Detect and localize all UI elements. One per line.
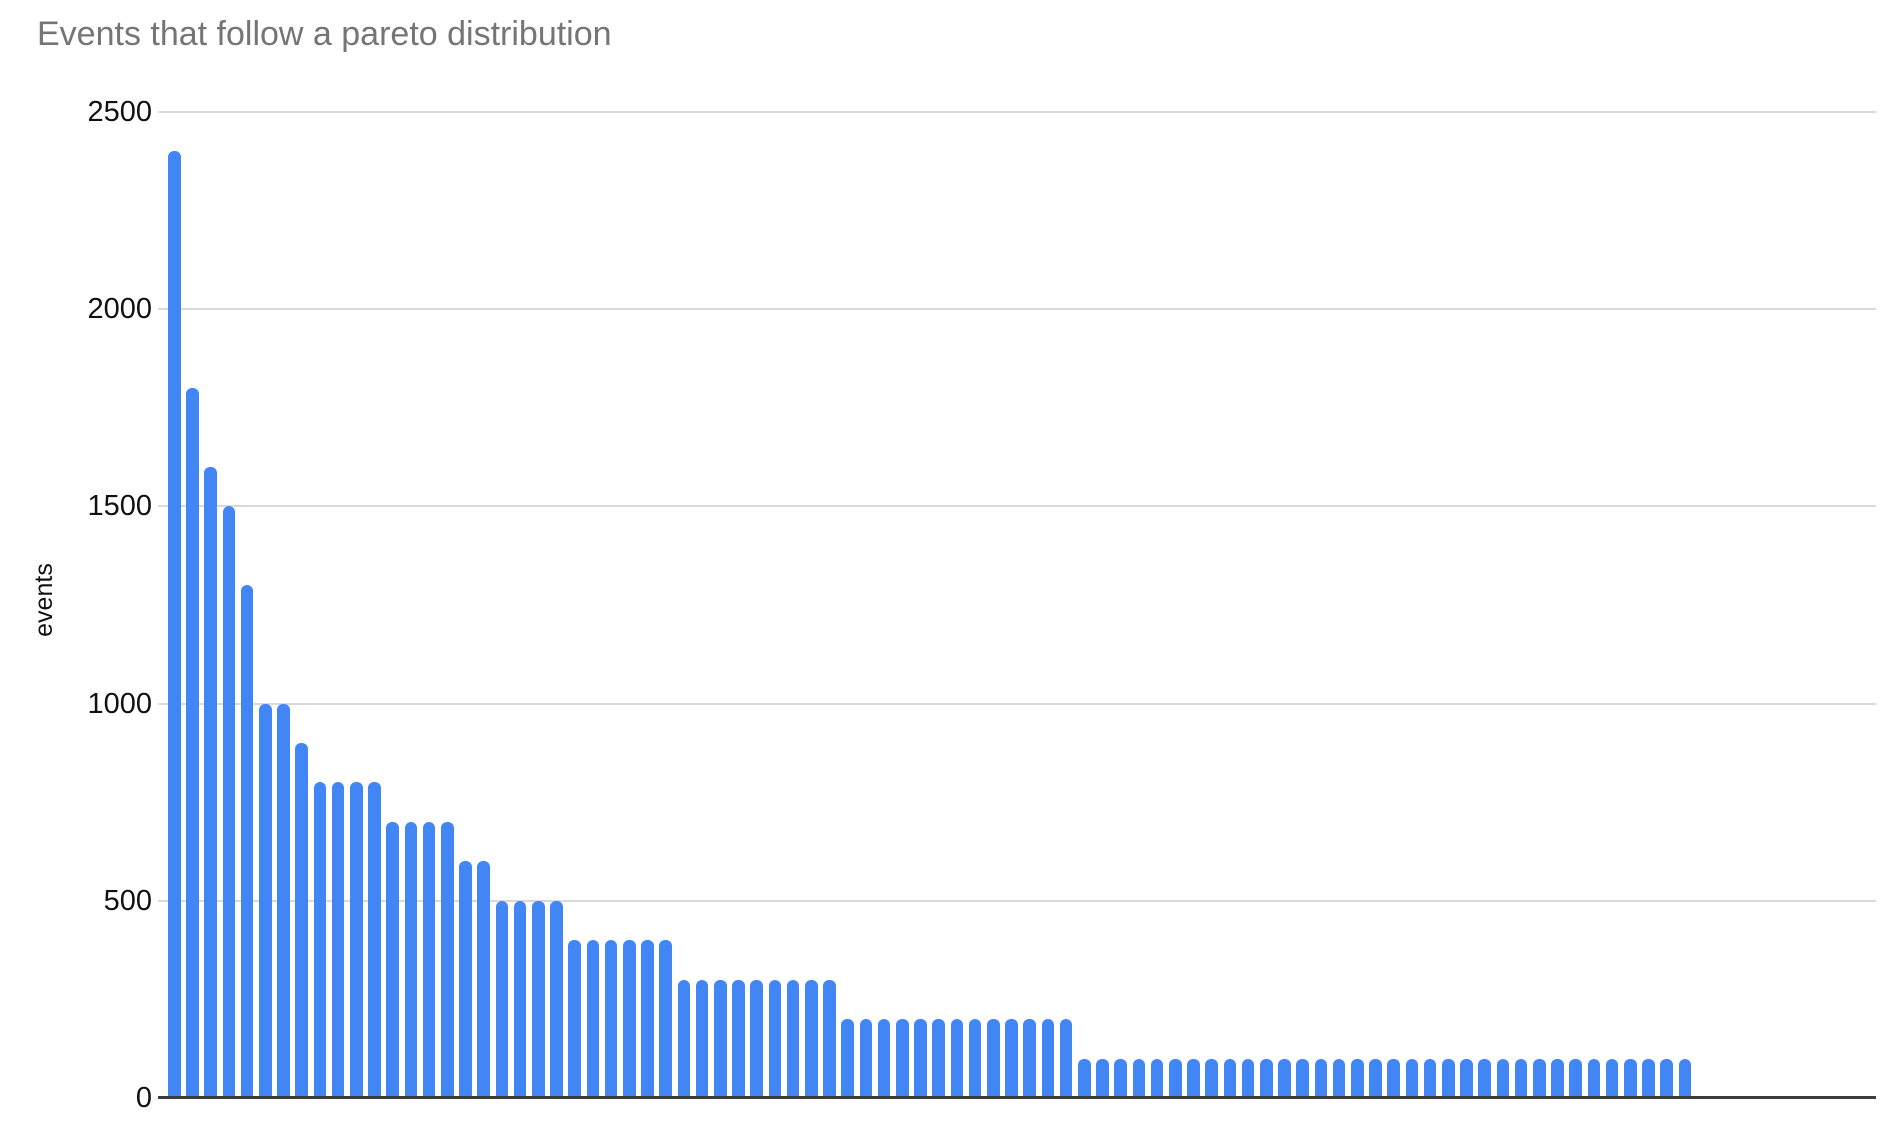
bar[interactable] (532, 900, 545, 1098)
bar[interactable] (1132, 1058, 1146, 1098)
gridline (158, 505, 1876, 508)
bar[interactable] (441, 821, 454, 1098)
bar[interactable] (313, 782, 327, 1098)
y-tick-label: 0 (135, 1082, 152, 1114)
bar[interactable] (568, 940, 581, 1098)
bar[interactable] (259, 703, 272, 1098)
bar[interactable] (1478, 1058, 1491, 1098)
bar[interactable] (1023, 1019, 1036, 1098)
bar[interactable] (786, 979, 800, 1098)
bar[interactable] (168, 151, 181, 1098)
bar[interactable] (768, 979, 782, 1098)
bar[interactable] (513, 900, 527, 1098)
bar[interactable] (1369, 1058, 1382, 1098)
bar[interactable] (1114, 1058, 1127, 1098)
bar[interactable] (368, 782, 381, 1098)
bar[interactable] (1150, 1058, 1164, 1098)
bar[interactable] (459, 861, 472, 1098)
bar[interactable] (859, 1019, 873, 1098)
bar[interactable] (477, 861, 490, 1098)
bar[interactable] (1078, 1058, 1091, 1098)
bar[interactable] (1205, 1058, 1218, 1098)
bar[interactable] (1096, 1058, 1109, 1098)
gridline (158, 899, 1876, 902)
bar[interactable] (1442, 1058, 1455, 1098)
bar[interactable] (350, 782, 363, 1098)
bar[interactable] (1642, 1058, 1655, 1098)
bar[interactable] (732, 979, 745, 1098)
gridline (158, 702, 1876, 705)
bar[interactable] (550, 900, 563, 1098)
bar[interactable] (1005, 1019, 1018, 1098)
gridline (158, 308, 1876, 311)
y-tick-label: 1500 (87, 490, 152, 523)
y-tick-label: 500 (103, 884, 152, 917)
bar[interactable] (586, 940, 600, 1098)
bar[interactable] (1405, 1058, 1419, 1098)
bar[interactable] (495, 900, 509, 1098)
y-tick-label: 2500 (87, 96, 152, 128)
bar[interactable] (1605, 1058, 1619, 1098)
bar[interactable] (823, 979, 836, 1098)
bar[interactable] (1569, 1058, 1582, 1098)
bar[interactable] (1387, 1058, 1400, 1098)
bar[interactable] (204, 466, 217, 1098)
bar[interactable] (422, 821, 436, 1098)
bar[interactable] (1514, 1058, 1528, 1098)
bar[interactable] (1041, 1019, 1055, 1098)
bar[interactable] (841, 1019, 854, 1098)
bar[interactable] (1332, 1058, 1346, 1098)
bar[interactable] (805, 979, 818, 1098)
bar[interactable] (1241, 1058, 1255, 1098)
x-axis-line (158, 1096, 1876, 1099)
bar[interactable] (1223, 1058, 1237, 1098)
bar[interactable] (968, 1019, 982, 1098)
bar[interactable] (222, 506, 236, 1098)
y-tick-label: 1000 (87, 687, 152, 720)
bar[interactable] (186, 388, 199, 1098)
bar[interactable] (1423, 1058, 1437, 1098)
bar[interactable] (1278, 1058, 1291, 1098)
bar[interactable] (896, 1019, 909, 1098)
bar[interactable] (932, 1019, 945, 1098)
bar[interactable] (659, 940, 672, 1098)
bar[interactable] (877, 1019, 891, 1098)
bar[interactable] (1587, 1058, 1601, 1098)
bar[interactable] (295, 743, 308, 1098)
bar[interactable] (386, 821, 399, 1098)
bar[interactable] (1059, 1019, 1073, 1098)
bar[interactable] (1260, 1058, 1273, 1098)
bar[interactable] (950, 1019, 964, 1098)
bar[interactable] (1678, 1058, 1692, 1098)
bar[interactable] (1460, 1058, 1473, 1098)
bar[interactable] (1296, 1058, 1309, 1098)
y-tick-label: 2000 (87, 293, 152, 326)
bar[interactable] (641, 940, 654, 1098)
bar[interactable] (1187, 1058, 1200, 1098)
bar[interactable] (1660, 1058, 1673, 1098)
bar[interactable] (277, 703, 290, 1098)
bar[interactable] (404, 821, 418, 1098)
bar[interactable] (1496, 1058, 1510, 1098)
gridline (158, 111, 1876, 113)
bar[interactable] (1551, 1058, 1564, 1098)
bar[interactable] (1351, 1058, 1364, 1098)
bar[interactable] (240, 585, 254, 1098)
bar[interactable] (695, 979, 709, 1098)
bar[interactable] (677, 979, 691, 1098)
bar[interactable] (987, 1019, 1000, 1098)
bar[interactable] (1624, 1058, 1637, 1098)
bar[interactable] (714, 979, 727, 1098)
bar[interactable] (750, 979, 763, 1098)
bar[interactable] (1533, 1058, 1546, 1098)
bar[interactable] (1169, 1058, 1182, 1098)
bar[interactable] (1314, 1058, 1328, 1098)
chart-title: Events that follow a pareto distribution (37, 15, 612, 53)
bar[interactable] (623, 940, 636, 1098)
bar[interactable] (604, 940, 618, 1098)
bar[interactable] (331, 782, 345, 1098)
bar[interactable] (914, 1019, 927, 1098)
